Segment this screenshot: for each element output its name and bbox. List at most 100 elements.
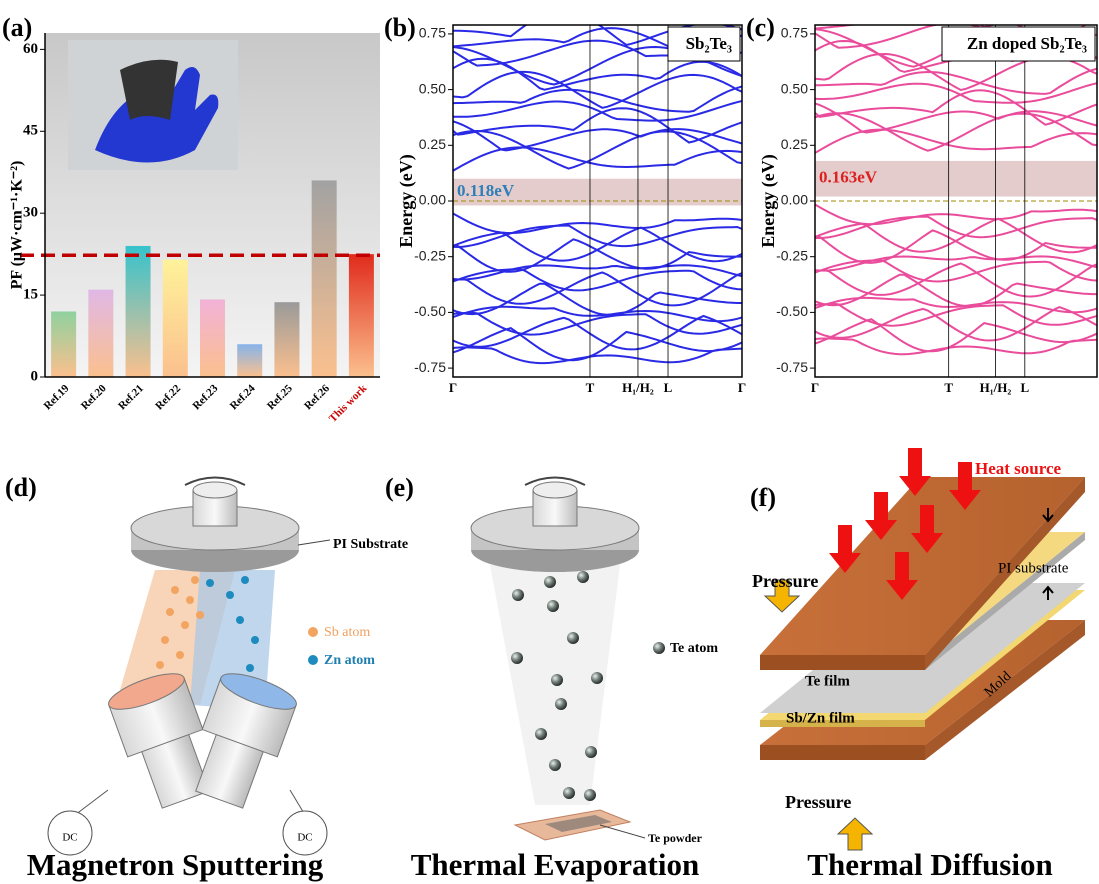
y-tick-label: -0.25 (776, 247, 808, 263)
caption: Magnetron Sputtering (27, 847, 324, 882)
band-line (453, 224, 742, 249)
y-tick-label: 30 (23, 205, 38, 221)
bar (274, 302, 300, 377)
x-tick-label: T (586, 380, 595, 395)
band-line (815, 306, 1097, 342)
bar (348, 254, 374, 377)
legend-box (667, 26, 741, 62)
band-line (815, 302, 1097, 327)
band-line (815, 128, 1097, 154)
band-line (453, 226, 742, 263)
band-line (453, 271, 742, 307)
band-line (815, 296, 1097, 314)
bar (311, 180, 337, 377)
label: Pressure (785, 792, 851, 812)
band-line (453, 305, 742, 323)
band-line (453, 282, 742, 317)
bar (88, 289, 114, 377)
x-tick-label: Ref.19 (42, 382, 72, 412)
y-axis-label: PF (μW·cm⁻¹·K⁻²) (9, 161, 26, 290)
x-tick-label: Γ (811, 380, 819, 395)
band-line (815, 0, 1097, 5)
band-line (453, 120, 742, 152)
panel-label: (d) (5, 473, 37, 502)
x-tick-label: Ref.20 (79, 382, 109, 412)
band-line (453, 25, 742, 47)
y-tick-label: 0.00 (419, 192, 446, 208)
x-tick-label: L (1020, 380, 1029, 395)
x-tick-label: Ref.26 (302, 382, 332, 412)
band-line (815, 217, 1097, 254)
bar (237, 344, 263, 377)
band-line (453, 327, 742, 362)
panel-label: (c) (746, 13, 775, 42)
gap-label: 0.118eV (457, 181, 515, 200)
label: Heat source (975, 459, 1062, 478)
y-tick-label: 45 (23, 123, 38, 139)
y-tick-label: 0.50 (781, 80, 808, 96)
legend-label: Sb atom (324, 625, 370, 640)
band-line (815, 112, 1097, 152)
band-line (815, 255, 1097, 272)
x-tick-label: This work (327, 382, 370, 425)
band-line (815, 89, 1097, 126)
band-line (815, 262, 1097, 298)
label: Te powder (648, 831, 703, 845)
y-tick-label: 0.75 (781, 25, 808, 41)
band-line (453, 70, 742, 109)
legend-label: Zn atom (324, 653, 375, 668)
band-line (815, 259, 1097, 283)
y-tick-label: -0.25 (414, 247, 446, 263)
band-line (815, 318, 1097, 353)
y-tick-label: 0.25 (781, 136, 808, 152)
band-line (815, 102, 1097, 134)
inset-photo (68, 40, 238, 170)
panel-label: (f) (750, 483, 776, 512)
band-line (815, 273, 1097, 308)
y-tick-label: 60 (23, 41, 38, 57)
x-tick-label: Γ (449, 380, 457, 395)
y-tick-label: 0.75 (419, 25, 446, 41)
label: DC (62, 832, 77, 844)
gap-label: 0.163eV (819, 168, 878, 187)
bar (125, 245, 151, 377)
label: DC (297, 832, 312, 844)
x-tick-label: Γ (738, 380, 746, 395)
caption: Thermal Evaporation (411, 847, 699, 882)
y-tick-label: 15 (23, 287, 38, 303)
panel-label: (b) (384, 13, 416, 42)
legend-box (941, 26, 1096, 62)
band-line (453, 311, 742, 336)
y-tick-label: -0.50 (414, 303, 446, 319)
x-tick-label: Ref.22 (153, 382, 183, 412)
y-tick-label: 0.00 (781, 192, 808, 208)
x-tick-label: Ref.23 (191, 382, 221, 412)
sputtering-diagram: (d) Sb atom Zn atom PI Substrate DC DC M… (5, 473, 408, 882)
frame (814, 24, 1098, 378)
band-line (453, 346, 742, 365)
gap-region (815, 160, 1097, 197)
bar (51, 311, 77, 377)
band-line (815, 67, 1097, 95)
label: Pressure (752, 571, 818, 591)
band-line (453, 264, 742, 281)
band-line (453, 146, 742, 172)
band-line (453, 268, 742, 292)
y-tick-label: 0 (31, 368, 39, 384)
bar (162, 259, 188, 377)
frame (452, 24, 743, 378)
y-tick-label: -0.50 (776, 303, 808, 319)
label: PI substrate (998, 560, 1069, 576)
band-line (815, 82, 1097, 104)
x-tick-label: Ref.21 (116, 382, 146, 412)
band-line (453, 7, 742, 22)
evaporation-diagram: (e) Te atom Te powder Thermal Evaporatio… (385, 473, 718, 882)
y-axis-label: Energy (eV) (396, 154, 417, 247)
legend-label: Te atom (670, 641, 718, 656)
x-tick-label: H₁/H₂ (622, 380, 654, 395)
band-line (453, 107, 742, 144)
y-tick-label: 0.25 (419, 136, 446, 152)
legend-label: Zn doped Sb₂Te₃ (967, 34, 1087, 53)
panel-label: (a) (2, 13, 32, 42)
